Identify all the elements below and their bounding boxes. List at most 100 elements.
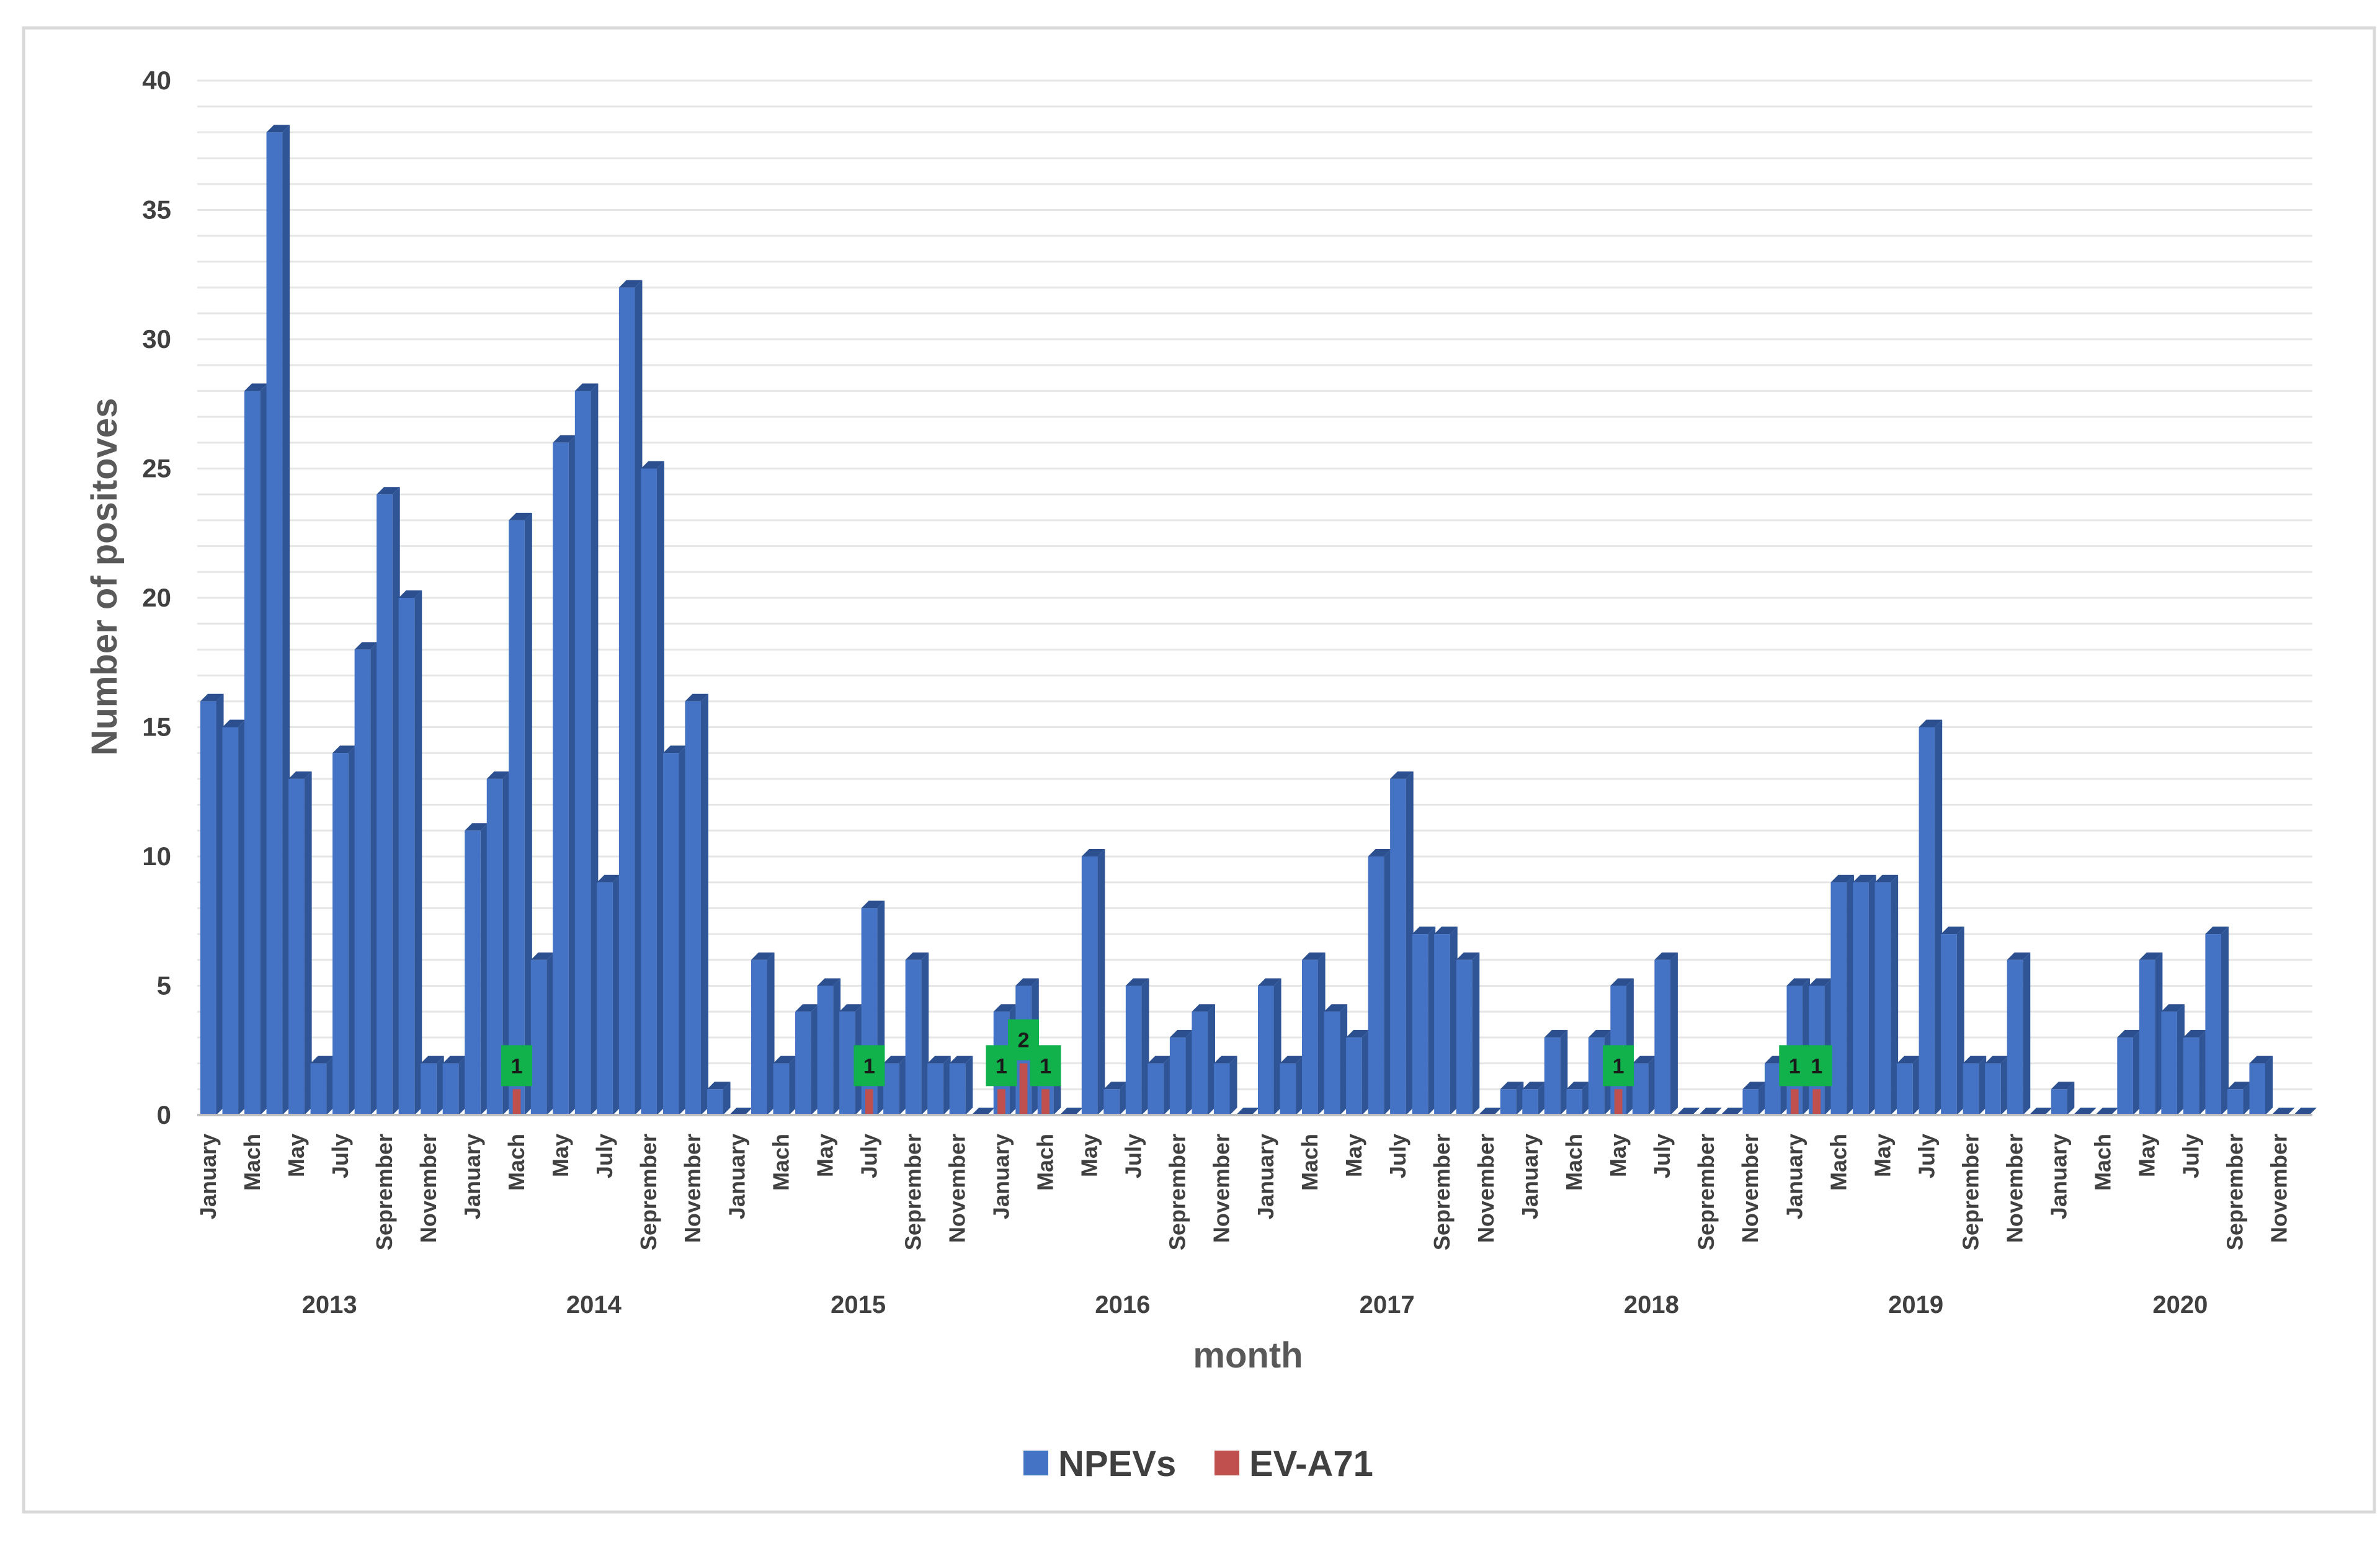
npev-bar-top xyxy=(618,280,643,288)
data-label: 2 xyxy=(1018,1029,1030,1052)
npev-bar-side xyxy=(1516,1082,1524,1115)
x-tick-label: January xyxy=(2046,1134,2072,1219)
npev-bar-side xyxy=(1340,1004,1348,1115)
npev-bar xyxy=(1390,778,1406,1115)
npev-bar-side xyxy=(1670,952,1678,1115)
npev-bar-side xyxy=(2177,1004,2185,1115)
y-tick-label: 40 xyxy=(142,66,171,95)
y-tick-label: 15 xyxy=(142,713,171,742)
npev-bar-side xyxy=(1362,1029,1370,1115)
npev-bar-side xyxy=(899,1056,907,1115)
x-tick-label: May xyxy=(1605,1134,1631,1177)
npev-bar xyxy=(1412,934,1428,1115)
npev-bar-top xyxy=(1125,978,1149,986)
npev-bar-top xyxy=(1412,927,1436,935)
x-tick-label: January xyxy=(460,1134,485,1219)
npev-bar xyxy=(530,959,547,1115)
x-tick-label: July xyxy=(1914,1134,1939,1178)
npev-bar-side xyxy=(2221,927,2229,1115)
npev-bar xyxy=(354,649,371,1115)
npev-bar-side xyxy=(282,125,290,1115)
npev-bar-side xyxy=(2133,1029,2141,1115)
npev-bar-top xyxy=(2051,1082,2075,1090)
npev-bar xyxy=(1742,1089,1759,1115)
npev-bar xyxy=(310,1063,327,1115)
npev-bar xyxy=(685,701,702,1115)
npev-bar xyxy=(795,1012,811,1115)
npev-bar-side xyxy=(811,1004,819,1115)
y-tick-label: 35 xyxy=(142,195,171,225)
npev-bar-side xyxy=(1582,1082,1590,1115)
npev-bar-side xyxy=(1472,952,1480,1115)
npev-bar xyxy=(1985,1063,2001,1115)
year-label: 2013 xyxy=(302,1291,357,1318)
npev-bar-side xyxy=(458,1056,466,1115)
npev-bar xyxy=(1588,1037,1605,1115)
npev-bar-top xyxy=(2073,1108,2097,1115)
y-axis-title: Number of positoves xyxy=(84,398,125,756)
x-tick-label: July xyxy=(2178,1134,2204,1178)
npev-bar-top xyxy=(839,1004,863,1012)
x-tick-label: November xyxy=(2002,1134,2027,1243)
y-tick-label: 5 xyxy=(157,971,171,1000)
npev-bar xyxy=(2007,959,2023,1115)
npev-bar-top xyxy=(1103,1082,1127,1090)
npev-bar-side xyxy=(1538,1082,1546,1115)
npev-bar xyxy=(200,701,216,1115)
npev-bar xyxy=(1654,959,1670,1115)
x-tick-label: Mach xyxy=(1033,1134,1058,1191)
npev-bar-top xyxy=(2183,1029,2207,1038)
npev-bar-side xyxy=(414,590,422,1115)
npev-bar-top xyxy=(465,823,488,831)
npev-bar-top xyxy=(1169,1029,1193,1038)
npev-bar xyxy=(486,778,503,1115)
npev-bar xyxy=(222,727,239,1115)
npev-bar xyxy=(421,1063,437,1115)
x-tick-label: January xyxy=(1253,1134,1278,1219)
npev-bar-top xyxy=(1963,1056,1987,1064)
npev-bar xyxy=(1368,856,1384,1115)
npev-bar-top xyxy=(751,952,775,960)
npev-bar-side xyxy=(591,383,599,1115)
npev-bar-top xyxy=(509,512,532,520)
npev-bar-top xyxy=(817,978,841,986)
npev-bar-side xyxy=(789,1056,797,1115)
npev-bar-top xyxy=(949,1056,973,1064)
npev-bar xyxy=(266,132,283,1115)
y-tick-label: 25 xyxy=(142,454,171,483)
bars xyxy=(200,125,2317,1116)
npev-bar-top xyxy=(1081,849,1105,856)
data-labels: 1 1 121 1 1 1 xyxy=(501,1019,1832,1087)
year-label: 2017 xyxy=(1360,1291,1415,1318)
npev-bar xyxy=(1280,1063,1296,1115)
npev-bar-side xyxy=(348,745,356,1115)
x-tick-label: July xyxy=(328,1134,353,1178)
npev-bar xyxy=(244,391,261,1115)
npev-bar xyxy=(2139,959,2155,1115)
npev-bar-side xyxy=(1979,1056,1987,1115)
npev-bar xyxy=(1897,1063,1913,1115)
x-tick-label: Mach xyxy=(1825,1134,1851,1191)
npev-bar xyxy=(1192,1012,1208,1115)
x-tick-label: May xyxy=(2134,1134,2160,1177)
npev-bar-top xyxy=(706,1082,731,1090)
npev-bar xyxy=(2205,934,2221,1115)
npev-bar-top xyxy=(398,590,422,598)
npev-bar xyxy=(1522,1089,1538,1115)
npev-bar-side xyxy=(1648,1056,1656,1115)
npev-bar-top xyxy=(1830,874,1855,883)
x-tick-label: January xyxy=(195,1134,221,1219)
npev-bar-side xyxy=(1141,978,1149,1115)
x-tick-label: November xyxy=(680,1134,705,1243)
year-label: 2018 xyxy=(1624,1291,1679,1318)
npev-bar-side xyxy=(480,823,488,1115)
npev-bar xyxy=(751,959,767,1115)
npev-bar-top xyxy=(993,1004,1017,1012)
npev-bar-side xyxy=(546,952,555,1115)
npev-bar xyxy=(706,1089,723,1115)
npev-bar-top xyxy=(1213,1056,1237,1064)
npev-bar-side xyxy=(1560,1029,1568,1115)
data-label: 1 xyxy=(996,1054,1007,1078)
npev-bar-top xyxy=(1522,1082,1546,1090)
x-tick-label: November xyxy=(416,1134,441,1243)
